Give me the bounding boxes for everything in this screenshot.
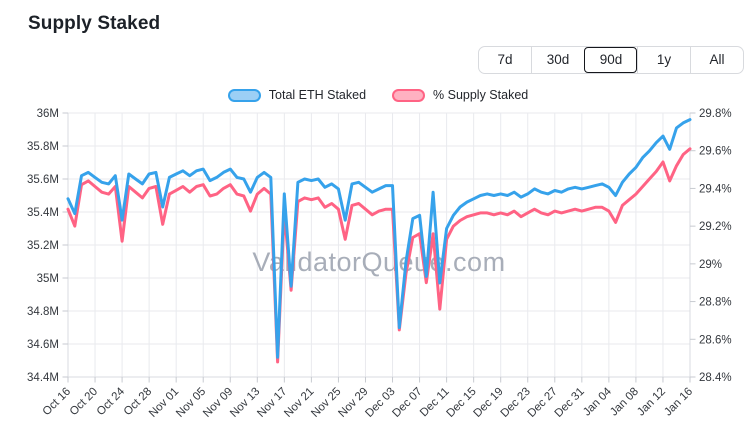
svg-text:Oct 20: Oct 20 [68, 386, 100, 418]
range-button-7d[interactable]: 7d [479, 47, 531, 73]
svg-text:28.4%: 28.4% [699, 372, 732, 384]
legend-label-total-eth-staked: Total ETH Staked [268, 88, 367, 102]
svg-text:Jan 04: Jan 04 [581, 385, 614, 418]
legend-item-total-eth-staked[interactable]: Total ETH Staked [227, 88, 367, 102]
svg-text:Oct 24: Oct 24 [95, 385, 128, 418]
svg-text:35M: 35M [37, 273, 59, 285]
time-range-selector: 7d 30d 90d 1y All [478, 46, 744, 74]
y-axis-right-labels: 29.8% 29.6% 29.4% 29.2% 29% 28.8% 28.6% 28.4% [699, 108, 732, 384]
svg-text:Jan 16: Jan 16 [662, 386, 695, 419]
legend-item-percent-supply-staked[interactable]: % Supply Staked [392, 88, 528, 102]
svg-text:34.4M: 34.4M [27, 372, 59, 384]
svg-text:29.4%: 29.4% [699, 183, 732, 195]
svg-text:36M: 36M [37, 108, 59, 120]
range-button-all[interactable]: All [690, 47, 743, 73]
svg-text:28.8%: 28.8% [699, 297, 732, 309]
legend-swatch-total-eth-staked [227, 88, 261, 102]
svg-text:Oct 16: Oct 16 [41, 386, 73, 418]
total-eth-staked-line [66, 118, 692, 359]
svg-text:35.2M: 35.2M [27, 240, 59, 252]
svg-text:29.8%: 29.8% [699, 108, 732, 120]
svg-text:Dec 07: Dec 07 [390, 386, 424, 420]
gridlines [67, 112, 691, 378]
svg-text:35.6M: 35.6M [27, 174, 59, 186]
range-button-1y[interactable]: 1y [637, 47, 690, 73]
svg-text:Jan 08: Jan 08 [608, 386, 641, 419]
svg-text:35.8M: 35.8M [27, 141, 59, 153]
svg-text:Jan 12: Jan 12 [635, 386, 668, 419]
range-button-90d[interactable]: 90d [584, 47, 637, 73]
svg-text:34.6M: 34.6M [27, 339, 59, 351]
y-axis-left-labels: 36M 35.8M 35.6M 35.4M 35.2M 35M 34.8M 34.6M 34.4… [27, 108, 59, 384]
axis-ticks [62, 112, 696, 383]
page-title: Supply Staked [28, 13, 161, 34]
svg-text:29.2%: 29.2% [699, 221, 732, 233]
percent-supply-staked-line [66, 147, 692, 364]
svg-text:34.8M: 34.8M [27, 306, 59, 318]
legend-label-percent-supply-staked: % Supply Staked [433, 88, 529, 102]
legend-swatch-percent-supply-staked [392, 88, 426, 102]
svg-text:Dec 31: Dec 31 [553, 386, 587, 420]
svg-text:28.6%: 28.6% [699, 334, 732, 346]
svg-text:29.6%: 29.6% [699, 146, 732, 158]
svg-text:29%: 29% [699, 259, 722, 271]
chart-legend: Total ETH Staked % Supply Staked [0, 88, 756, 102]
range-button-30d[interactable]: 30d [531, 47, 584, 73]
svg-text:35.4M: 35.4M [27, 207, 59, 219]
